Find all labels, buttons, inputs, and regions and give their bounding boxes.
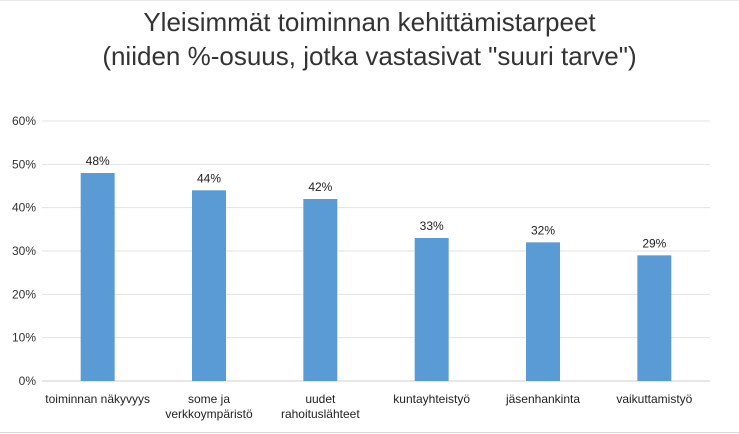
y-tick-label: 60% [12,114,36,128]
category-label: uudet rahoituslähteet [281,392,360,421]
y-tick-label: 20% [12,287,36,301]
bar [303,199,338,381]
category-label-line: toiminnan näkyvyys [45,392,150,406]
y-tick-label: 0% [19,374,37,388]
category-label-line: verkkoympäristö [165,407,253,421]
bar [526,242,560,381]
y-tick-label: 40% [12,201,36,215]
bar [637,255,672,381]
chart-title: Yleisimmät toiminnan kehittämistarpeet (… [0,5,739,73]
data-label: 29% [642,236,666,250]
category-label: vaikuttamistyö [616,392,692,406]
data-label: 42% [308,180,332,194]
y-tick-label: 50% [12,157,36,171]
bar [414,238,449,381]
category-label: kuntayhteistyö [393,392,470,406]
category-label-line: rahoituslähteet [281,407,360,421]
category-label: toiminnan näkyvyys [45,392,150,406]
chart-title-line-1: Yleisimmät toiminnan kehittämistarpeet [143,7,596,37]
data-label: 33% [420,219,444,233]
category-label-line: some ja [188,392,230,406]
data-label: 48% [86,154,110,168]
category-label-line: kuntayhteistyö [393,392,470,406]
category-label: some ja verkkoympäristö [165,392,253,421]
category-label-line: uudet [305,392,336,406]
bar [80,173,115,381]
category-label-line: vaikuttamistyö [616,392,692,406]
data-label: 44% [197,171,221,185]
chart-title-line-2: (niiden %-osuus, jotka vastasivat "suuri… [102,41,637,71]
y-tick-label: 10% [12,331,36,345]
y-tick-label: 30% [12,244,36,258]
category-label-line: jäsenhankinta [505,392,580,406]
bar [192,190,226,381]
category-label: jäsenhankinta [505,392,580,406]
data-label: 32% [531,223,555,237]
